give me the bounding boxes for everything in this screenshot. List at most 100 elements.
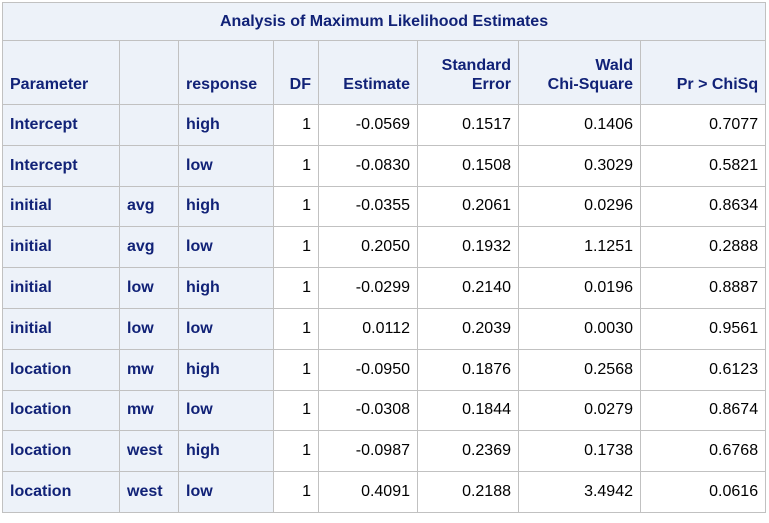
cell-pr-chisq: 0.8674 [639, 389, 767, 432]
table-row: location west low 1 0.4091 0.2188 3.4942… [2, 471, 767, 513]
cell-wald-chi-square: 0.1738 [518, 430, 641, 473]
cell-df: 1 [273, 389, 319, 432]
cell-df: 1 [273, 226, 319, 269]
cell-level: west [119, 430, 179, 473]
cell-standard-error: 0.1876 [417, 348, 519, 391]
cell-level: avg [119, 185, 179, 228]
table-row: location mw high 1 -0.0950 0.1876 0.2568… [2, 348, 767, 391]
cell-pr-chisq: 0.6768 [639, 430, 767, 473]
cell-pr-chisq: 0.8634 [639, 185, 767, 228]
cell-estimate: -0.0830 [318, 144, 418, 187]
cell-standard-error: 0.1844 [417, 389, 519, 432]
cell-parameter: location [2, 430, 120, 473]
cell-estimate: -0.0299 [318, 267, 418, 309]
cell-response: high [178, 430, 274, 473]
cell-parameter: Intercept [2, 104, 120, 146]
cell-parameter: initial [2, 307, 120, 350]
cell-standard-error: 0.1508 [417, 144, 519, 187]
cell-standard-error: 0.2188 [417, 471, 519, 513]
cell-estimate: -0.0950 [318, 348, 418, 391]
column-header-standard-error: Standard Error [417, 40, 519, 105]
cell-df: 1 [273, 430, 319, 473]
cell-df: 1 [273, 104, 319, 146]
cell-response: high [178, 348, 274, 391]
cell-df: 1 [273, 471, 319, 513]
cell-response: low [178, 471, 274, 513]
cell-level: avg [119, 226, 179, 269]
cell-parameter: location [2, 471, 120, 513]
cell-standard-error: 0.2369 [417, 430, 519, 473]
column-header-df: DF [273, 40, 319, 105]
estimates-table: Analysis of Maximum Likelihood Estimates… [1, 2, 767, 513]
cell-level: west [119, 471, 179, 513]
cell-wald-chi-square: 0.0196 [518, 267, 641, 309]
cell-estimate: -0.0355 [318, 185, 418, 228]
cell-pr-chisq: 0.2888 [639, 226, 767, 269]
column-header-level [119, 40, 179, 105]
table-row: location mw low 1 -0.0308 0.1844 0.0279 … [2, 389, 767, 432]
cell-level [119, 104, 179, 146]
cell-pr-chisq: 0.5821 [639, 144, 767, 187]
cell-standard-error: 0.2039 [417, 307, 519, 350]
cell-pr-chisq: 0.0616 [639, 471, 767, 513]
column-header-parameter: Parameter [2, 40, 120, 105]
cell-response: low [178, 144, 274, 187]
cell-response: high [178, 104, 274, 146]
cell-level [119, 144, 179, 187]
table-row: initial low low 1 0.0112 0.2039 0.0030 0… [2, 307, 767, 350]
cell-pr-chisq: 0.6123 [639, 348, 767, 391]
cell-wald-chi-square: 0.3029 [518, 144, 641, 187]
cell-df: 1 [273, 348, 319, 391]
cell-wald-chi-square: 1.1251 [518, 226, 641, 269]
cell-wald-chi-square: 0.0296 [518, 185, 641, 228]
cell-wald-chi-square: 0.2568 [518, 348, 641, 391]
cell-wald-chi-square: 0.0279 [518, 389, 641, 432]
cell-parameter: location [2, 348, 120, 391]
cell-df: 1 [273, 185, 319, 228]
table-row: initial low high 1 -0.0299 0.2140 0.0196… [2, 267, 767, 309]
header-row: Parameter response DF Estimate Standard E… [2, 40, 767, 105]
cell-estimate: 0.0112 [318, 307, 418, 350]
cell-parameter: initial [2, 185, 120, 228]
cell-wald-chi-square: 3.4942 [518, 471, 641, 513]
cell-estimate: -0.0569 [318, 104, 418, 146]
cell-wald-chi-square: 0.1406 [518, 104, 641, 146]
cell-response: high [178, 185, 274, 228]
table-title: Analysis of Maximum Likelihood Estimates [1, 2, 767, 41]
table-row: Intercept high 1 -0.0569 0.1517 0.1406 0… [2, 104, 767, 146]
cell-response: low [178, 226, 274, 269]
cell-response: low [178, 389, 274, 432]
cell-estimate: -0.0987 [318, 430, 418, 473]
cell-parameter: initial [2, 226, 120, 269]
cell-estimate: 0.2050 [318, 226, 418, 269]
cell-df: 1 [273, 307, 319, 350]
table-row: Intercept low 1 -0.0830 0.1508 0.3029 0.… [2, 144, 767, 187]
cell-standard-error: 0.2061 [417, 185, 519, 228]
cell-level: low [119, 307, 179, 350]
cell-wald-chi-square: 0.0030 [518, 307, 641, 350]
cell-level: mw [119, 389, 179, 432]
column-header-response: response [178, 40, 274, 105]
cell-estimate: -0.0308 [318, 389, 418, 432]
column-header-wald-chi-square: Wald Chi-Square [518, 40, 641, 105]
cell-level: mw [119, 348, 179, 391]
cell-df: 1 [273, 144, 319, 187]
cell-parameter: Intercept [2, 144, 120, 187]
cell-estimate: 0.4091 [318, 471, 418, 513]
cell-standard-error: 0.2140 [417, 267, 519, 309]
cell-level: low [119, 267, 179, 309]
table-row: initial avg high 1 -0.0355 0.2061 0.0296… [2, 185, 767, 228]
table-row: location west high 1 -0.0987 0.2369 0.17… [2, 430, 767, 473]
column-header-estimate: Estimate [318, 40, 418, 105]
cell-pr-chisq: 0.8887 [639, 267, 767, 309]
cell-parameter: initial [2, 267, 120, 309]
cell-df: 1 [273, 267, 319, 309]
table-row: initial avg low 1 0.2050 0.1932 1.1251 0… [2, 226, 767, 269]
cell-parameter: location [2, 389, 120, 432]
cell-pr-chisq: 0.7077 [639, 104, 767, 146]
cell-standard-error: 0.1932 [417, 226, 519, 269]
column-header-pr-chisq: Pr > ChiSq [639, 40, 767, 105]
cell-response: low [178, 307, 274, 350]
cell-pr-chisq: 0.9561 [639, 307, 767, 350]
cell-standard-error: 0.1517 [417, 104, 519, 146]
